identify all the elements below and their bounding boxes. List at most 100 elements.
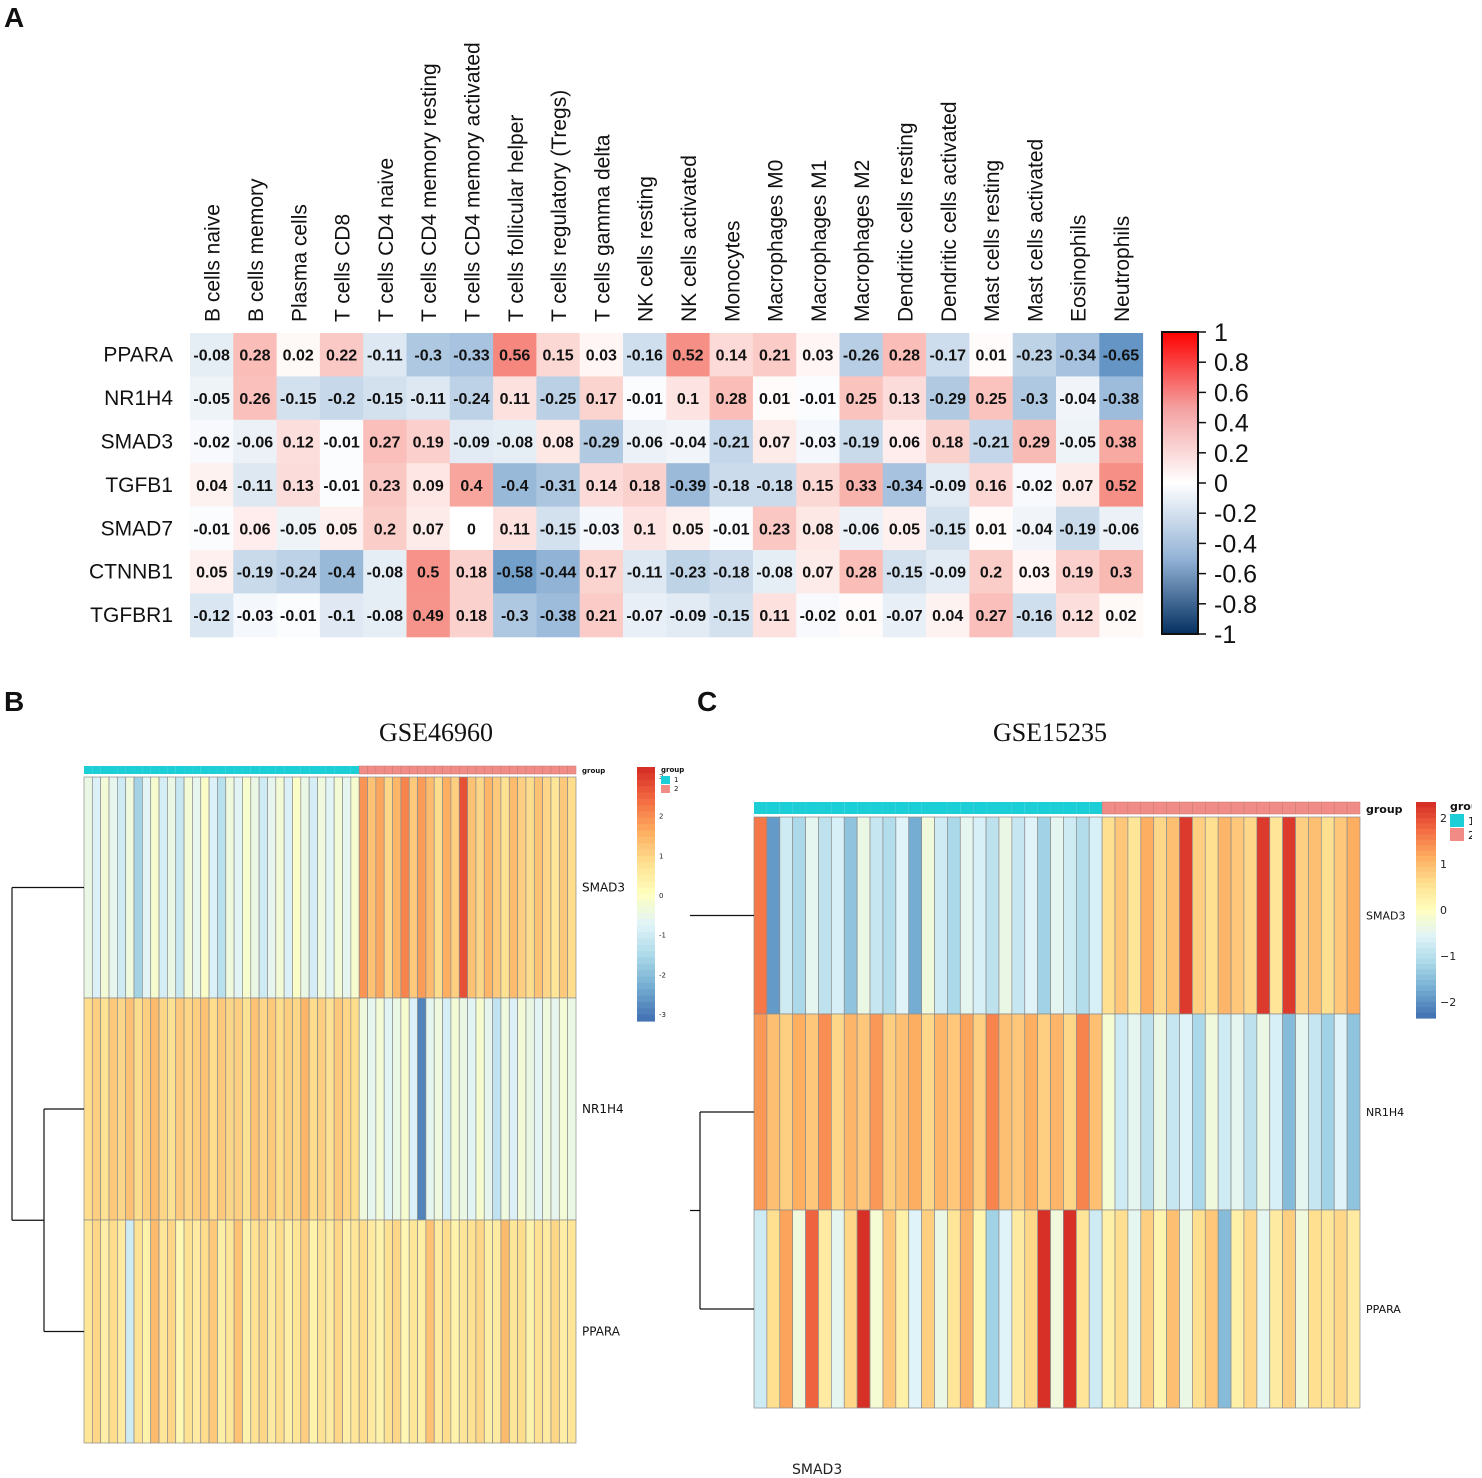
group-annotation-cell [1063,802,1077,814]
cell-value-label: 0.01 [975,348,1006,365]
heatmap-cell [623,376,667,421]
heatmap-cell [417,997,427,1221]
cell-value-label: 0.05 [326,521,357,538]
heatmap-cell [1153,1013,1167,1211]
heatmap-cell [233,333,278,377]
legend-color-step [1416,942,1436,949]
group-legend-label: 1 [1468,815,1472,828]
heatmap-cell [300,776,310,999]
legend-color-step [1416,818,1436,825]
heatmap-cell [108,776,118,999]
cell-value-label: -0.04 [1059,391,1096,408]
group-annotation-cell [818,802,832,814]
cell-value-label: -0.15 [367,391,404,408]
legend-tick-label: -2 [659,971,666,979]
heatmap-cell [450,997,460,1221]
group-annotation-cell [175,766,185,774]
group-annotation-cell [392,765,402,775]
heatmap-cell [779,1209,794,1409]
cell-value-label: -0.06 [626,435,663,452]
heatmap-cell [818,1013,832,1211]
group-annotation-cell [567,765,577,775]
cell-value-label: -0.19 [843,435,880,452]
heatmap-cell [183,997,193,1221]
heatmap-cell [805,816,819,1015]
heatmap-cell [192,997,202,1221]
heatmap-cell [325,1219,335,1444]
heatmap-cell [959,816,974,1015]
heatmap-cell [200,1219,210,1444]
cell-value-label: -0.01 [193,521,230,538]
heatmap-cell [449,593,494,638]
heatmap-cell [433,1219,443,1444]
cell-value-label: -0.18 [756,478,793,495]
heatmap-cell [1011,1209,1026,1409]
heatmap-cell [158,776,168,999]
heatmap-cell [1056,593,1100,638]
cell-value-label: 0.25 [975,391,1006,408]
heatmap-cell [1056,506,1100,551]
heatmap-cell [267,776,277,999]
group-annotation-cell [334,766,343,774]
heatmap-cell [350,1219,360,1444]
heatmap-cell [133,997,143,1221]
cell-value-label: 0.19 [1062,565,1093,582]
heatmap-cell [167,776,177,999]
group-legend-label: 2 [1468,829,1472,842]
heatmap-cell [1295,1013,1309,1211]
group-annotation-cell [184,766,193,774]
column-label: Eosinophils [1068,215,1091,322]
row-label: TGFB1 [105,474,173,497]
heatmap-cell [342,1219,352,1444]
legend-tick-label: 2 [1440,812,1447,825]
cell-value-label: 0.29 [1019,435,1050,452]
heatmap-cell [190,593,234,638]
column-label: T cells CD4 memory resting [418,63,441,322]
cell-value-label: -0.02 [800,608,837,625]
cell-value-label: -0.24 [280,565,317,582]
heatmap-cell [567,1219,577,1444]
heatmap-cell [752,376,797,421]
legend-color-step [637,779,655,787]
heatmap-cell [433,997,443,1221]
cell-value-label: 0.06 [239,521,270,538]
heatmap-cell [753,1209,768,1409]
heatmap-cell [882,376,927,421]
heatmap-cell [175,776,185,999]
cell-value-label: -0.09 [453,435,490,452]
legend-color-step [637,887,655,895]
group-annotation-cell [870,802,883,814]
cell-value-label: -0.65 [1103,348,1140,365]
cell-value-label: 0.02 [283,348,314,365]
heatmap-cell [1063,1209,1077,1409]
cell-value-label: -0.05 [193,391,230,408]
heatmap-cell [350,776,360,999]
cell-value-label: -0.26 [843,348,880,365]
heatmap-cell [796,376,840,421]
heatmap-cell [276,550,321,594]
heatmap-cell [406,593,451,638]
cell-value-label: 0.18 [456,565,487,582]
cell-value-label: -0.08 [756,565,793,582]
heatmap-cell [1295,1209,1309,1409]
heatmap-cell [921,816,935,1015]
cell-value-label: 0.07 [413,521,444,538]
heatmap-cell [623,506,667,551]
heatmap-cell [175,997,185,1221]
heatmap-cell [839,333,884,377]
cell-value-label: 0.1 [677,391,699,408]
heatmap-cell [623,550,667,594]
cell-value-label: -0.18 [713,478,750,495]
heatmap-cell [1269,1013,1283,1211]
heatmap-cell [1012,463,1057,508]
cell-value-label: 0.04 [932,608,963,625]
cell-value-label: -0.06 [237,435,274,452]
legend-color-step [637,824,655,832]
heatmap-cell [392,776,402,999]
group-legend-title: group [1450,800,1472,813]
heatmap-cell [934,816,948,1015]
cell-value-label: 0.52 [672,348,703,365]
heatmap-cell [869,1209,884,1409]
heatmap-cell [882,550,927,594]
